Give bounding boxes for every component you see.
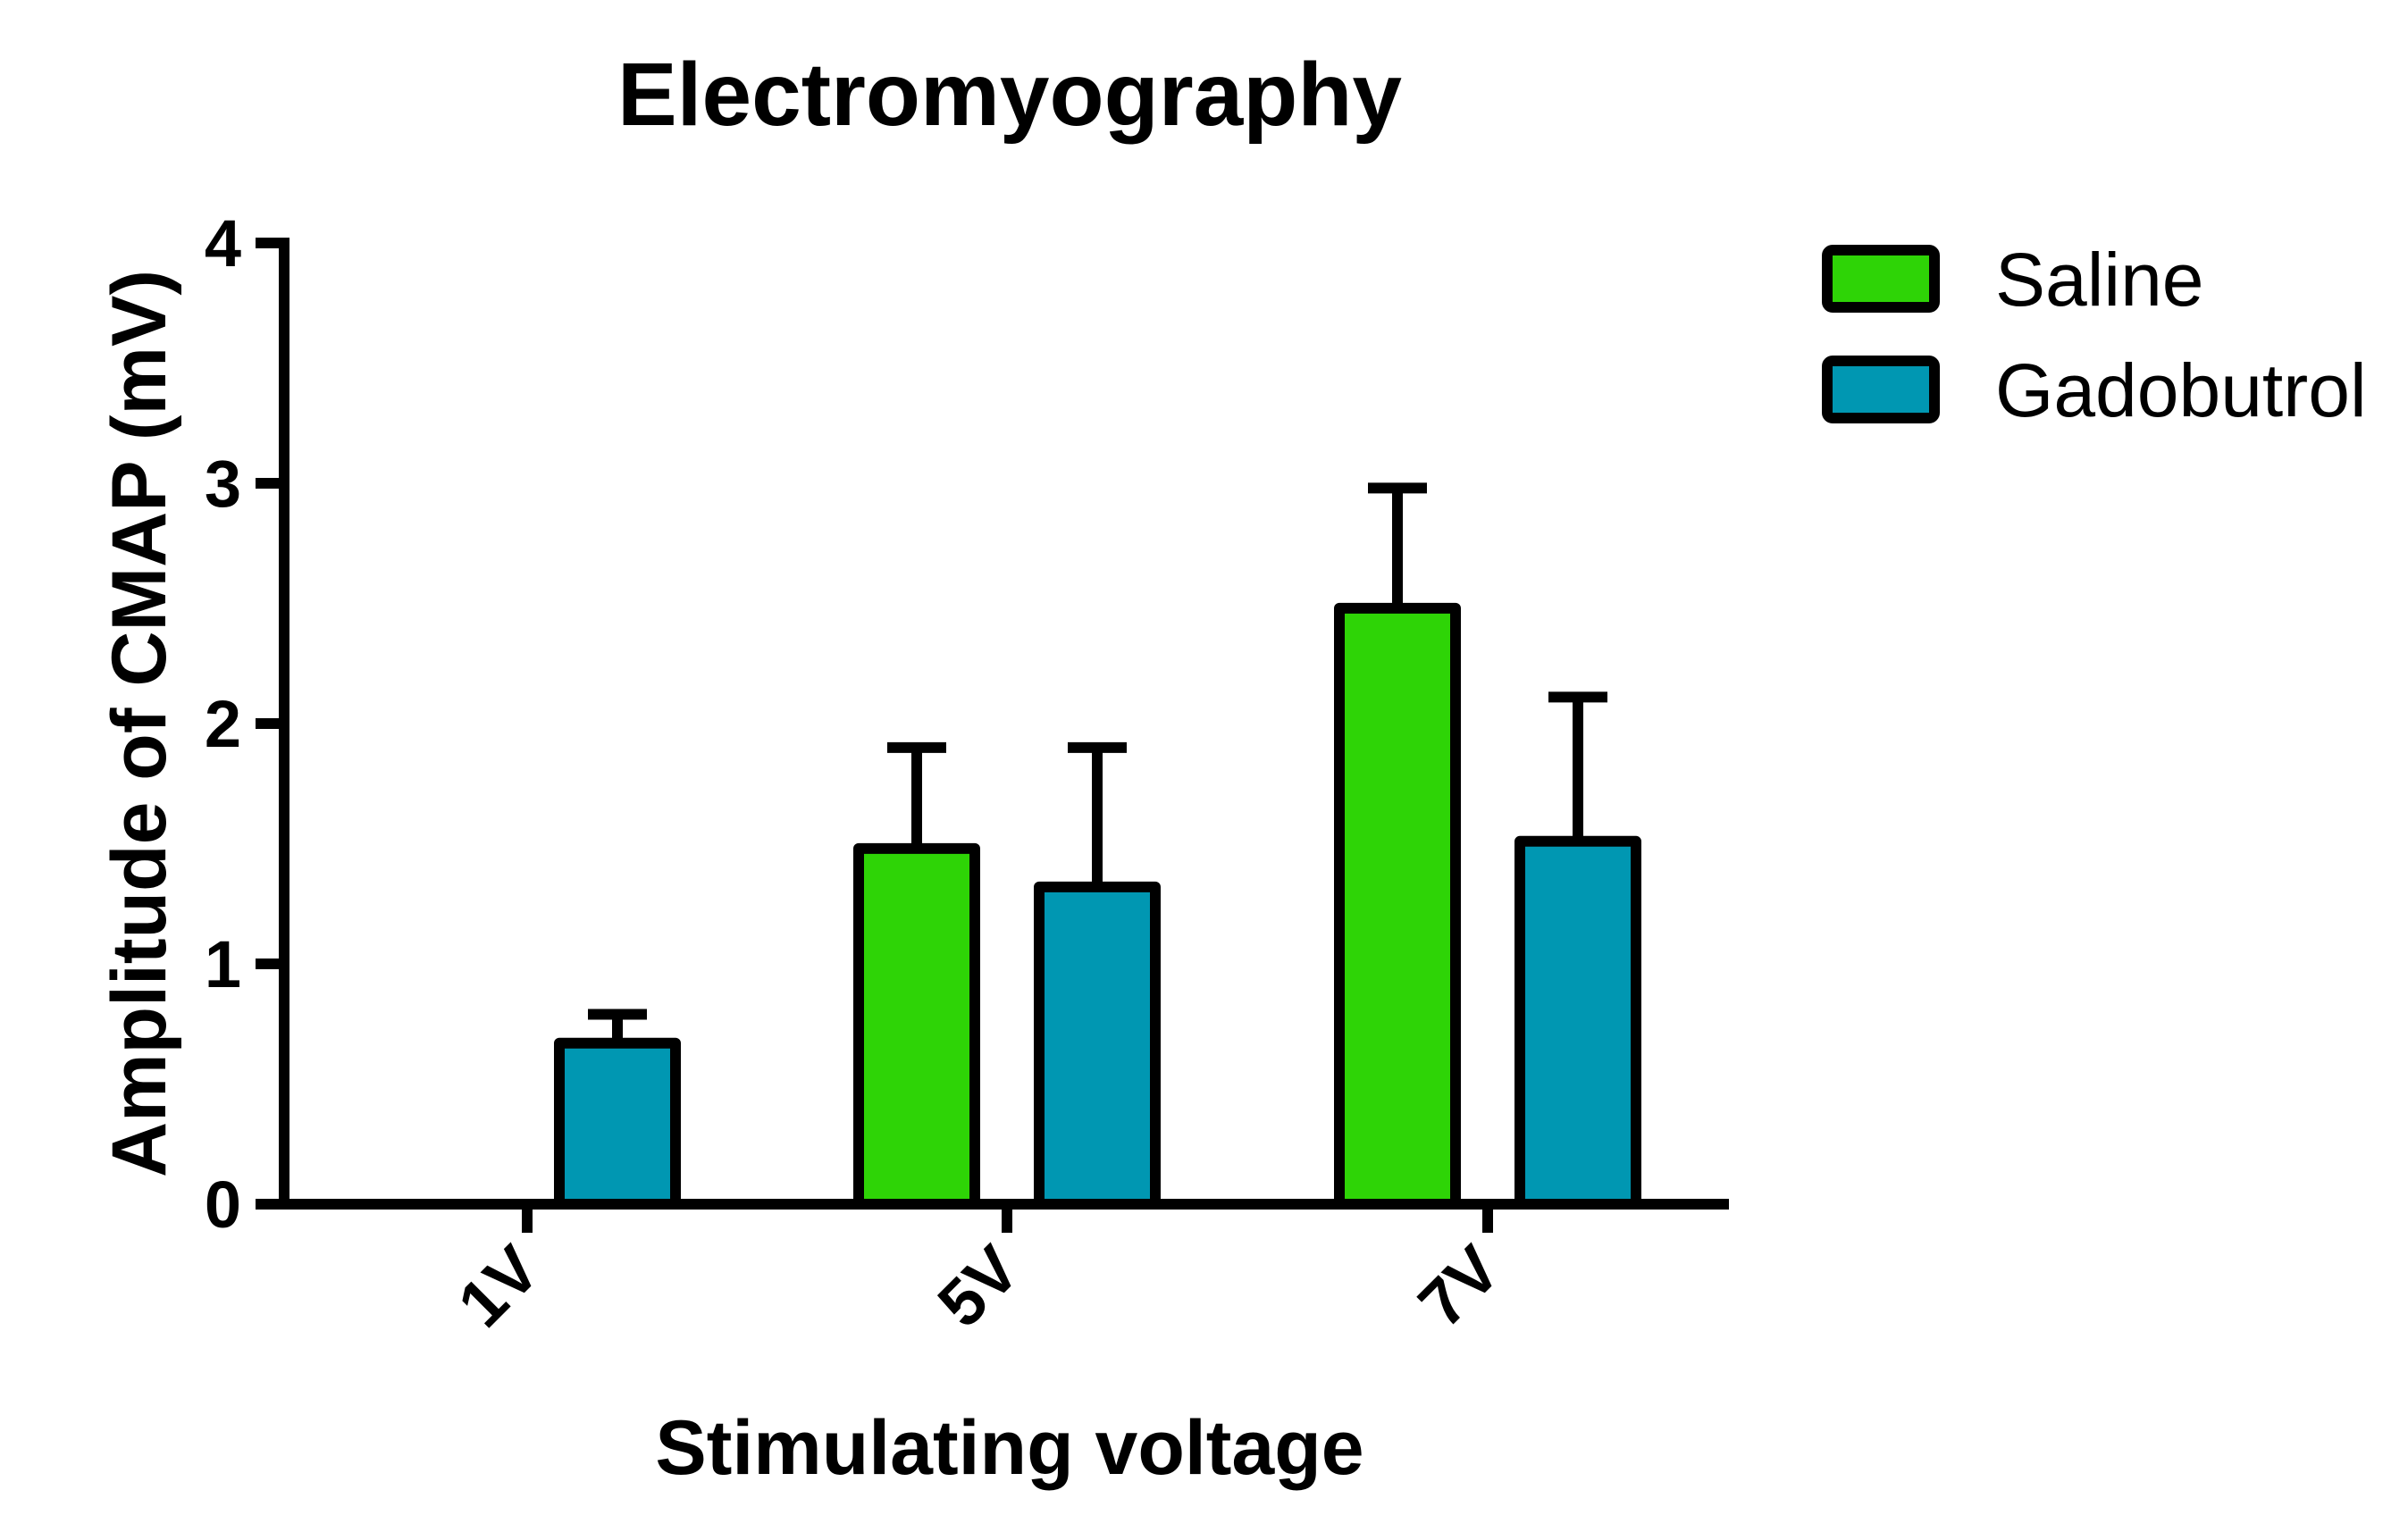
bar-gadobutrol-1v [554,1037,681,1210]
legend-swatch-saline [1822,245,1940,313]
bar-saline-5v [853,842,980,1210]
legend: Saline Gadobutrol [1822,238,2367,432]
y-tick-label-0: 0 [205,1168,241,1242]
y-tick-label-2: 2 [205,687,241,761]
x-tick-label-1v: 1V [444,1232,554,1342]
x-tick-label-7v: 7V [1405,1232,1514,1342]
bar-saline-7v [1334,602,1461,1210]
y-tick-label-1: 1 [205,927,241,1001]
bar-gadobutrol-7v [1514,835,1641,1210]
y-tick-label-4: 4 [205,206,241,280]
legend-label-saline: Saline [1995,238,2204,322]
y-axis-label: Amplitude of CMAP (mV) [96,270,182,1177]
bar-gadobutrol-5v [1034,881,1161,1210]
plot-area: 0 1 2 3 4 1V 5V 7V [205,206,1729,1341]
chart-title: Electromyography [617,45,1402,145]
x-tick-label-5v: 5V [924,1232,1034,1342]
legend-label-gadobutrol: Gadobutrol [1995,348,2367,432]
x-axis-label: Stimulating voltage [655,1405,1363,1491]
y-tick-label-3: 3 [205,447,241,521]
legend-swatch-gadobutrol [1822,356,1940,423]
